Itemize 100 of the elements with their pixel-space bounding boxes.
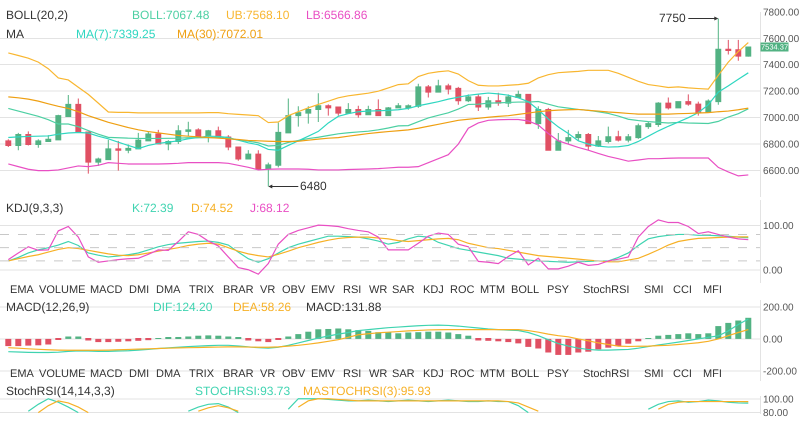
bar: [545, 338, 552, 353]
text: CCI: [673, 284, 692, 296]
annotation: KDJ: [423, 368, 444, 380]
bar: [195, 336, 202, 339]
y-tick-label: 200.00: [763, 302, 794, 314]
text: MA: [6, 27, 24, 41]
text: DMA: [156, 284, 182, 296]
candlestick: [25, 130, 32, 146]
candlestick: [455, 86, 462, 106]
candlestick: [15, 132, 22, 151]
annotation: BOLL: [511, 368, 540, 380]
bar: [515, 338, 522, 344]
bar: [205, 335, 212, 339]
bar: [685, 333, 692, 339]
bar: [15, 338, 22, 346]
bar: [625, 338, 632, 344]
bar: [25, 338, 32, 346]
text: RSI: [343, 284, 362, 296]
text: OBV: [282, 284, 306, 296]
annotation: PSY: [547, 368, 570, 380]
bar: [125, 338, 132, 342]
bar: [265, 338, 272, 342]
bar: [425, 332, 432, 339]
text: WR: [369, 284, 388, 296]
bar: [215, 336, 222, 339]
candlestick: [555, 132, 562, 152]
candlestick: [615, 130, 622, 142]
y-tick-label: 7600.00: [763, 34, 800, 45]
bar: [35, 338, 42, 346]
bar: [385, 332, 392, 339]
text: D:74.52: [191, 201, 234, 215]
text: UB:7568.10: [226, 8, 290, 22]
annotation: DMI: [129, 368, 150, 380]
candlestick: [445, 83, 452, 95]
annotation: BRAR: [223, 368, 254, 380]
bar: [135, 338, 142, 341]
bar: [95, 338, 102, 342]
annotation: 7750: [659, 11, 686, 25]
bar: [485, 338, 492, 341]
text: EMA: [10, 284, 34, 296]
text: SMI: [644, 284, 664, 296]
text: LB:6566.86: [306, 8, 368, 22]
candlestick: [335, 106, 342, 116]
bar: [525, 338, 532, 347]
bar: [415, 332, 422, 339]
bar: [5, 338, 12, 346]
candlestick: [725, 39, 732, 56]
candlestick: [185, 121, 192, 137]
text: MA(30):7072.01: [177, 27, 264, 41]
chart-title: KDJ(9,3,3): [6, 201, 64, 215]
annotation: EMA: [10, 368, 34, 380]
bar: [665, 334, 672, 339]
candlestick: [265, 162, 272, 187]
candlestick: [285, 98, 292, 134]
annotation: ROC: [450, 368, 474, 380]
series-label: STOCHRSI:93.73: [195, 384, 290, 398]
bar: [535, 338, 542, 348]
line-series: [8, 328, 749, 351]
bar: [635, 338, 642, 342]
y-tick-label: 7200.00: [763, 86, 800, 98]
bar: [255, 338, 262, 342]
candlestick: [585, 132, 592, 151]
series-label: MASTOCHRSI(3):95.93: [303, 384, 432, 398]
annotation: OBV: [282, 368, 306, 380]
line-series: [8, 318, 749, 354]
candlestick: [245, 150, 252, 160]
line-series: [8, 118, 749, 176]
annotation: StochRSI: [583, 368, 630, 380]
candlestick: [425, 84, 432, 98]
candlestick: [395, 102, 402, 108]
candlestick: [415, 83, 422, 108]
line-series: [8, 42, 749, 124]
text: PSY: [547, 284, 570, 296]
bar: [305, 332, 312, 339]
y-tick-label: 100.00: [763, 221, 794, 232]
annotation: VR: [260, 368, 276, 380]
candlestick: [345, 102, 352, 114]
bar: [655, 336, 662, 339]
bar: [105, 338, 112, 342]
candlestick: [645, 122, 652, 130]
candlestick: [35, 138, 42, 148]
candlestick: [715, 18, 722, 106]
annotation: CCI: [673, 368, 692, 380]
bar: [455, 334, 462, 339]
candlestick: [695, 101, 702, 116]
candlestick: [75, 98, 82, 134]
annotation: RSI: [343, 368, 362, 380]
candlestick: [295, 106, 302, 128]
bar: [435, 332, 442, 339]
text: TRIX: [189, 284, 215, 296]
y-tick-label: 0.00: [763, 334, 783, 346]
text: BOLL: [511, 284, 540, 296]
y-tick-label: 7800.00: [763, 7, 800, 18]
annotation: MTM: [480, 368, 506, 380]
bar: [405, 332, 412, 339]
annotation: MFI: [703, 368, 722, 380]
candlestick: [745, 46, 752, 58]
bar: [295, 334, 302, 339]
text: EMV: [311, 284, 336, 296]
text: DMI: [129, 284, 150, 296]
